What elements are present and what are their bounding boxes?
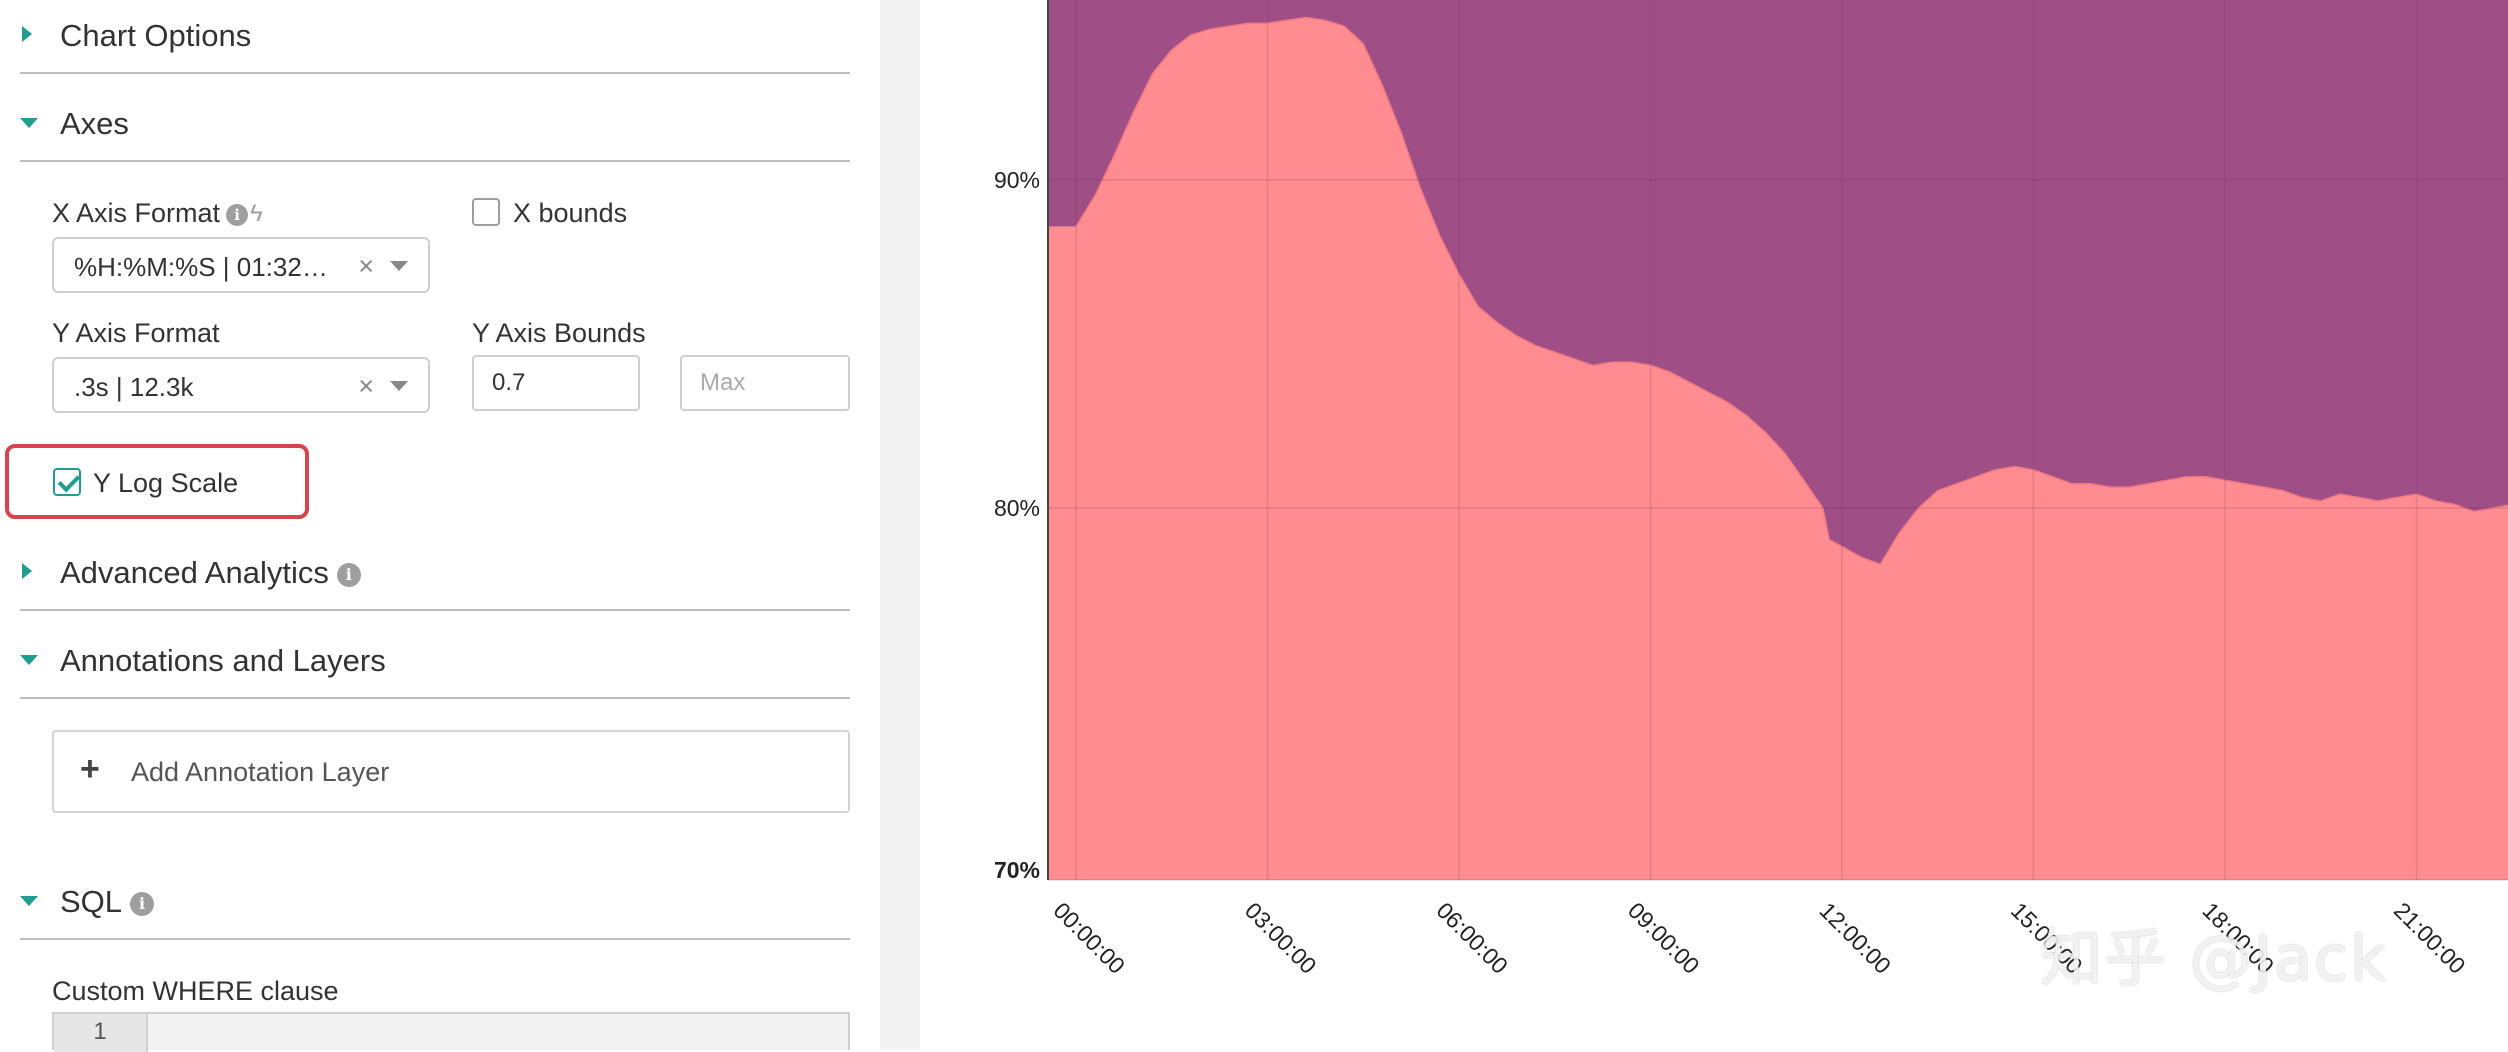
chevron-down-icon[interactable] xyxy=(390,381,408,391)
section-sql[interactable]: SQL i xyxy=(20,866,850,940)
series-area-upper xyxy=(1048,0,2508,565)
plus-icon: + xyxy=(80,750,100,788)
chart-panel: 70% 80% 90% 00:00:00 03:00:00 06:00:00 09:00:… xyxy=(920,0,2508,1050)
x-axis-format-label: X Axis Format i ϟ xyxy=(52,198,263,229)
y-min-input[interactable]: 0.7 xyxy=(472,355,640,411)
watermark-text: 知乎 @Jack xyxy=(2040,922,2388,995)
y-log-scale-checkbox[interactable] xyxy=(53,468,81,496)
y-max-input[interactable]: Max xyxy=(680,355,850,411)
section-title: Advanced Analytics i xyxy=(60,555,361,591)
expand-arrow-icon xyxy=(22,563,32,579)
select-value: %H:%M:%S | 01:32… xyxy=(74,252,328,282)
y-tick-label: 90% xyxy=(994,167,1040,193)
info-icon[interactable]: i xyxy=(130,892,155,916)
collapse-arrow-icon xyxy=(20,118,38,128)
series-layer xyxy=(1048,0,2508,880)
section-title: Axes xyxy=(60,106,129,141)
clear-icon[interactable]: × xyxy=(358,251,374,281)
x-tick-label: 00:00:00 xyxy=(1048,897,1130,979)
control-panel: Chart Options Axes X Axis Format i ϟ %H:%M… xyxy=(0,0,880,1052)
y-log-scale-label: Y Log Scale xyxy=(93,468,239,498)
button-label: Add Annotation Layer xyxy=(131,757,390,787)
y-axis-bounds-label: Y Axis Bounds xyxy=(472,318,646,348)
x-tick-label: 09:00:00 xyxy=(1623,897,1705,979)
y-tick-label: 80% xyxy=(994,495,1040,521)
x-axis-format-text: X Axis Format xyxy=(52,198,221,228)
info-icon[interactable]: i xyxy=(336,563,361,587)
series-area-lower xyxy=(1048,17,2508,880)
custom-where-label: Custom WHERE clause xyxy=(52,976,339,1006)
x-bounds-label: X bounds xyxy=(513,198,628,228)
section-title: SQL i xyxy=(60,884,155,920)
x-tick-label: 12:00:00 xyxy=(1814,897,1896,979)
clear-icon[interactable]: × xyxy=(358,371,374,401)
lightning-icon: ϟ xyxy=(250,200,263,227)
section-title: Chart Options xyxy=(60,18,252,53)
highlight-box xyxy=(5,444,309,519)
y-axis-format-select[interactable]: .3s | 12.3k × xyxy=(52,357,430,413)
section-title-text: Advanced Analytics xyxy=(60,555,329,590)
x-tick-label: 03:00:00 xyxy=(1240,897,1322,979)
y-axis-ticks: 70% 80% 90% xyxy=(994,167,1040,883)
section-advanced-analytics[interactable]: Advanced Analytics i xyxy=(20,537,850,611)
y-axis-format-label: Y Axis Format xyxy=(52,318,220,348)
x-axis-format-select[interactable]: %H:%M:%S | 01:32… × xyxy=(52,237,430,293)
panel-divider[interactable] xyxy=(880,0,920,1050)
x-bounds-checkbox[interactable] xyxy=(472,198,500,226)
x-tick-label: 21:00:00 xyxy=(2389,897,2471,979)
section-annotations[interactable]: Annotations and Layers xyxy=(20,625,850,699)
section-title-text: SQL xyxy=(60,884,123,919)
chevron-down-icon[interactable] xyxy=(390,261,408,271)
series-boundary-line xyxy=(1075,16,2508,566)
info-icon[interactable]: i xyxy=(226,204,249,226)
select-value: .3s | 12.3k xyxy=(74,372,194,402)
x-tick-label: 06:00:00 xyxy=(1431,897,1513,979)
y-tick-label: 70% xyxy=(994,857,1040,883)
section-chart-options[interactable]: Chart Options xyxy=(20,0,850,74)
expand-arrow-icon xyxy=(22,26,32,42)
collapse-arrow-icon xyxy=(20,896,38,906)
add-annotation-layer-button[interactable]: + Add Annotation Layer xyxy=(52,730,850,813)
line-number: 1 xyxy=(54,1014,148,1052)
collapse-arrow-icon xyxy=(20,655,38,665)
area-chart: 70% 80% 90% 00:00:00 03:00:00 06:00:00 09:00:… xyxy=(994,0,2508,979)
sql-where-editor[interactable]: 1 xyxy=(52,1012,850,1052)
grid-layer xyxy=(1048,0,2508,881)
section-axes[interactable]: Axes xyxy=(20,88,850,162)
section-title: Annotations and Layers xyxy=(60,643,386,678)
